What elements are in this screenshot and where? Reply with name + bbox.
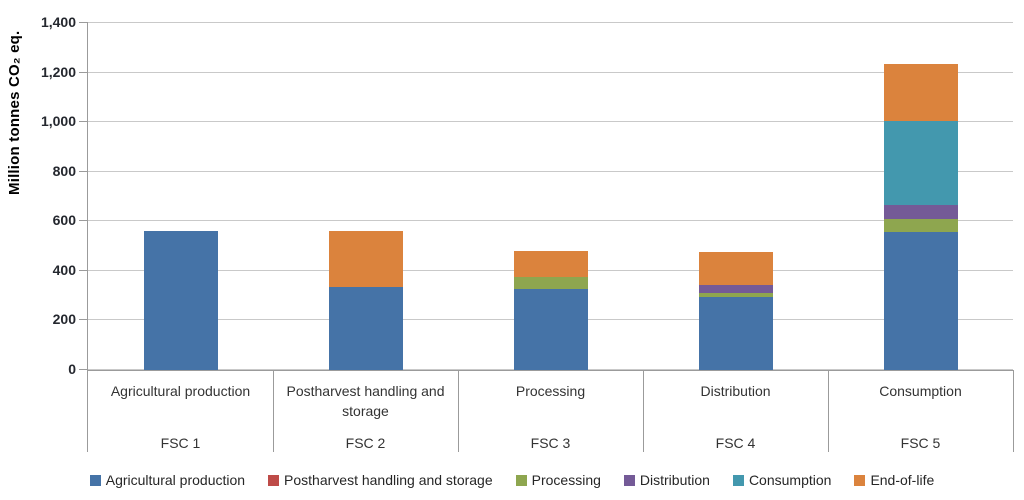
bar-segment-processing — [698, 293, 773, 297]
category-axis: Agricultural production FSC 1 Postharvest … — [88, 370, 1014, 452]
plot-area — [79, 22, 1013, 371]
bar-fsc-1 — [143, 23, 218, 370]
bar-fsc-4 — [698, 23, 773, 370]
category-cell-fsc-4: Distribution FSC 4 — [643, 370, 828, 452]
legend-swatch-consumption — [732, 474, 744, 486]
legend-label: End-of-life — [870, 472, 935, 488]
category-fsc-label: FSC 1 — [160, 435, 201, 451]
legend-item-end-of-life: End-of-life — [854, 472, 934, 488]
gridline-600 — [88, 220, 1013, 222]
x-axis-line — [88, 370, 1013, 371]
bar-segment-distribution — [698, 284, 773, 294]
legend-item-postharvest-handling-and-storage: Postharvest handling and storage — [268, 472, 493, 488]
legend-swatch-end-of-life — [854, 474, 866, 486]
bar-segment-agricultural-production — [513, 289, 588, 370]
category-divider — [458, 370, 459, 452]
y-axis-tick-labels: 0 200 400 600 800 1,000 1,200 1,400 — [0, 0, 76, 400]
category-divider — [828, 370, 829, 452]
y-tick-label: 800 — [52, 162, 76, 179]
category-fsc-label: FSC 4 — [715, 435, 756, 451]
bar-segment-agricultural-production — [328, 286, 403, 370]
y-tick-label: 1,200 — [40, 63, 76, 80]
category-stage-label: Processing — [515, 383, 586, 399]
legend-swatch-processing — [515, 474, 527, 486]
y-tick-label: 600 — [52, 212, 76, 229]
bar-fsc-2 — [328, 23, 403, 370]
bar-segment-agricultural-production — [883, 232, 958, 370]
bar-segment-processing — [513, 277, 588, 290]
y-axis-line — [87, 23, 88, 452]
y-tick-mark — [79, 71, 88, 73]
bar-segment-consumption — [883, 120, 958, 206]
legend-item-processing: Processing — [515, 472, 601, 488]
gridline-1400 — [88, 22, 1013, 23]
category-stage-label: Distribution — [700, 383, 771, 399]
category-stage-label: Consumption — [879, 383, 962, 399]
legend-label: Consumption — [748, 472, 832, 488]
y-tick-mark — [79, 220, 88, 222]
legend-item-distribution: Distribution — [623, 472, 710, 488]
bar-segment-end-of-life — [698, 252, 773, 285]
y-tick-mark — [79, 121, 88, 123]
y-tick-mark — [79, 269, 88, 271]
bar-segment-agricultural-production — [143, 231, 218, 370]
y-tick-label: 200 — [52, 311, 76, 328]
gridline-1200 — [88, 71, 1013, 73]
legend-item-agricultural-production: Agricultural production — [89, 472, 246, 488]
category-divider — [1013, 370, 1014, 452]
y-tick-label: 1,000 — [40, 113, 76, 130]
bar-fsc-5 — [883, 23, 958, 370]
legend-label: Distribution — [639, 472, 710, 488]
gridline-1000 — [88, 121, 1013, 123]
y-tick-mark — [79, 319, 88, 321]
bar-segment-distribution — [883, 205, 958, 219]
y-tick-label: 0 — [68, 361, 76, 377]
gridline-800 — [88, 170, 1013, 172]
bar-segment-end-of-life — [513, 251, 588, 278]
legend-label: Agricultural production — [105, 472, 246, 488]
category-divider — [273, 370, 274, 452]
legend-swatch-agricultural-production — [89, 474, 101, 486]
legend-item-consumption: Consumption — [732, 472, 832, 488]
category-cell-fsc-2: Postharvest handling and storage FSC 2 — [273, 370, 458, 452]
bar-fsc-3 — [513, 23, 588, 370]
legend-label: Postharvest handling and storage — [284, 472, 493, 488]
legend-swatch-postharvest-handling-and-storage — [268, 474, 280, 486]
bar-segment-processing — [883, 218, 958, 233]
category-stage-label: Agricultural production — [110, 383, 251, 399]
category-stage-label: Postharvest handling and storage — [286, 383, 445, 419]
y-tick-mark — [79, 369, 88, 370]
category-fsc-label: FSC 5 — [900, 435, 941, 451]
category-cell-fsc-1: Agricultural production FSC 1 — [88, 370, 273, 452]
bar-segment-agricultural-production — [698, 296, 773, 370]
bar-segment-end-of-life — [328, 231, 403, 287]
category-cell-fsc-3: Processing FSC 3 — [458, 370, 643, 452]
category-cell-fsc-5: Consumption FSC 5 — [828, 370, 1013, 452]
category-fsc-label: FSC 3 — [530, 435, 571, 451]
legend-swatch-distribution — [623, 474, 635, 486]
category-divider — [643, 370, 644, 452]
y-tick-mark — [79, 22, 88, 23]
y-tick-label: 400 — [52, 261, 76, 278]
y-tick-mark — [79, 170, 88, 172]
bar-segment-end-of-life — [883, 63, 958, 121]
category-fsc-label: FSC 2 — [345, 435, 386, 451]
y-tick-label: 1,400 — [40, 14, 76, 30]
legend: Agricultural production Postharvest handl… — [0, 467, 1024, 493]
legend-label: Processing — [531, 472, 601, 488]
